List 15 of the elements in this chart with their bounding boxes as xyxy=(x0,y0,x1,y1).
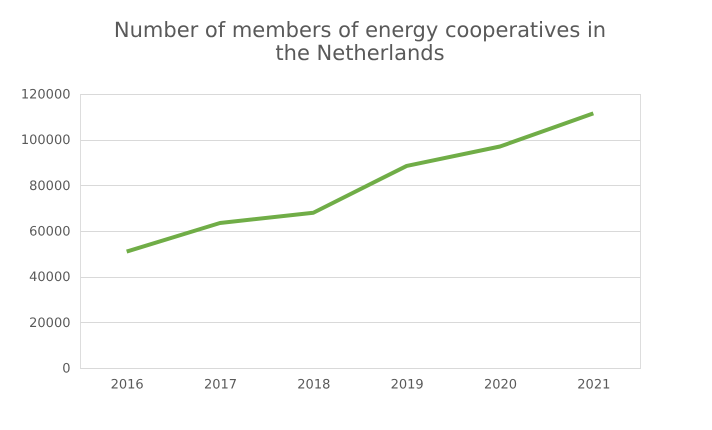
y-tick-label: 120000 xyxy=(20,88,70,102)
x-tick-label: 2020 xyxy=(484,378,518,392)
y-tick-label: 60000 xyxy=(29,224,70,240)
y-tick-label: 80000 xyxy=(29,178,70,194)
line-series xyxy=(124,111,596,254)
y-tick-label: 100000 xyxy=(20,133,70,148)
x-tick-label: 2016 xyxy=(110,378,144,392)
chart-title: Number of members of energy cooperatives in the Netherlands xyxy=(114,18,606,65)
y-tick-label: 40000 xyxy=(29,270,70,286)
y-tick-label: 20000 xyxy=(29,316,70,331)
x-tick-label: 2021 xyxy=(577,378,610,392)
x-tick-label: 2019 xyxy=(390,378,424,392)
x-tick-label: 2017 xyxy=(204,378,238,392)
x-tick-label: 2018 xyxy=(297,378,330,392)
y-tick-label: 0 xyxy=(62,362,70,376)
